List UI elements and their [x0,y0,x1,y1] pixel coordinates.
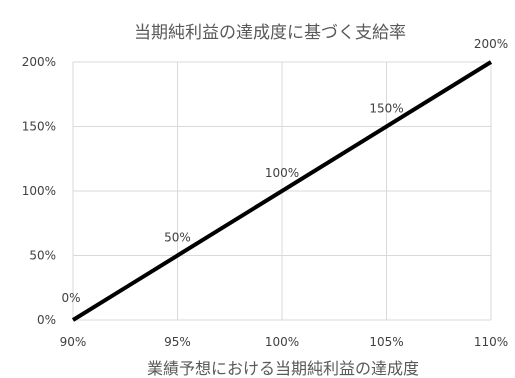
data-label: 100% [265,166,299,180]
grid [72,61,492,321]
series-line [71,60,493,322]
x-axis-title: 業績予想における当期純利益の達成度 [147,359,419,378]
chart-title: 当期純利益の達成度に基づく支給率 [134,23,406,43]
data-label: 200% [474,37,508,51]
y-tick-label: 50% [29,249,56,263]
data-label: 0% [61,291,80,305]
y-tick-label: 0% [37,313,56,327]
data-label: 50% [164,231,191,245]
x-tick-label: 95% [164,335,191,349]
data-labels: 0% 50% 100% 150% 200% [61,37,508,305]
x-tick-label: 105% [369,335,403,349]
x-tick-label: 110% [474,335,508,349]
x-tick-label: 100% [265,335,299,349]
y-tick-label: 200% [22,55,56,69]
y-axis-tick-labels: 0% 50% 100% 150% 200% [22,55,56,327]
y-tick-label: 150% [22,120,56,134]
x-tick-label: 90% [60,335,87,349]
series-layer [71,60,493,322]
data-label: 150% [369,102,403,116]
x-axis-tick-labels: 90% 95% 100% 105% 110% [60,335,508,349]
y-tick-label: 100% [22,184,56,198]
